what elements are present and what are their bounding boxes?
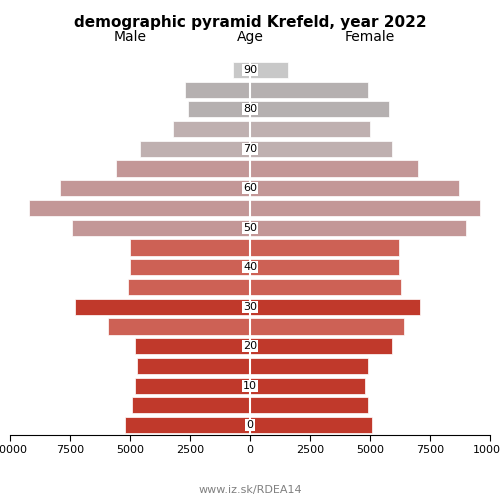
Bar	[140, 140, 250, 157]
Bar	[72, 220, 250, 236]
Bar	[173, 121, 250, 137]
Bar	[250, 259, 399, 276]
Bar	[250, 220, 466, 236]
Bar	[250, 398, 368, 413]
Bar	[29, 200, 250, 216]
Text: demographic pyramid Krefeld, year 2022: demographic pyramid Krefeld, year 2022	[74, 15, 426, 30]
Bar	[250, 200, 480, 216]
Bar	[250, 378, 365, 394]
Bar	[128, 279, 250, 295]
Text: 20: 20	[243, 341, 257, 351]
Text: 0: 0	[246, 420, 254, 430]
Text: www.iz.sk/RDEA14: www.iz.sk/RDEA14	[198, 485, 302, 495]
Bar	[250, 338, 392, 354]
Bar	[130, 240, 250, 256]
Text: 70: 70	[243, 144, 257, 154]
Bar	[130, 259, 250, 276]
Bar	[250, 102, 389, 117]
Bar	[137, 358, 250, 374]
Text: Female: Female	[345, 30, 395, 44]
Text: 10: 10	[243, 380, 257, 390]
Bar	[250, 82, 368, 98]
Text: 60: 60	[243, 184, 257, 194]
Bar	[188, 102, 250, 117]
Text: 80: 80	[243, 104, 257, 115]
Bar	[250, 160, 418, 176]
Text: Age: Age	[236, 30, 264, 44]
Bar	[132, 398, 250, 413]
Bar	[250, 298, 420, 315]
Text: Male: Male	[114, 30, 146, 44]
Bar	[250, 121, 370, 137]
Bar	[250, 140, 392, 157]
Bar	[250, 62, 288, 78]
Bar	[233, 62, 250, 78]
Bar	[250, 318, 404, 334]
Bar	[75, 298, 250, 315]
Bar	[116, 160, 250, 176]
Bar	[60, 180, 250, 196]
Bar	[135, 378, 250, 394]
Bar	[250, 358, 368, 374]
Bar	[125, 417, 250, 433]
Text: 90: 90	[243, 65, 257, 75]
Bar	[250, 279, 401, 295]
Text: 40: 40	[243, 262, 257, 272]
Bar	[135, 338, 250, 354]
Bar	[185, 82, 250, 98]
Bar	[250, 180, 459, 196]
Text: 50: 50	[243, 223, 257, 233]
Text: 30: 30	[243, 302, 257, 312]
Bar	[250, 240, 399, 256]
Bar	[108, 318, 250, 334]
Bar	[250, 417, 372, 433]
